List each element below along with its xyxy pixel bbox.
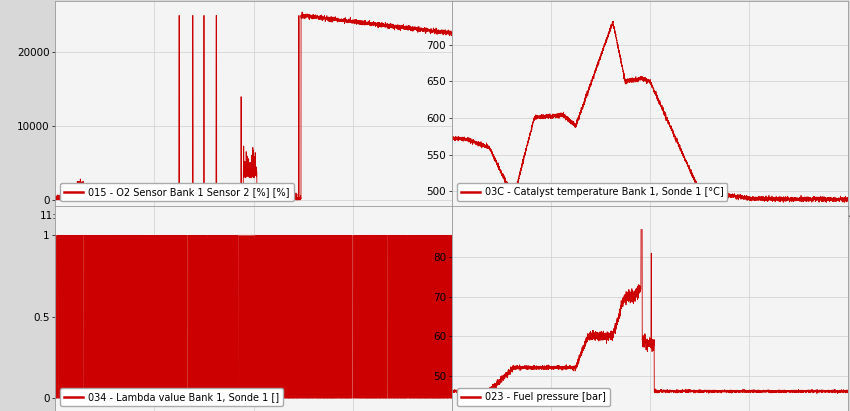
Legend: 03C - Catalyst temperature Bank 1, Sonde 1 [°C]: 03C - Catalyst temperature Bank 1, Sonde… — [456, 183, 728, 201]
Legend: 015 - O2 Sensor Bank 1 Sensor 2 [%] [%]: 015 - O2 Sensor Bank 1 Sensor 2 [%] [%] — [60, 183, 294, 201]
Legend: 034 - Lambda value Bank 1, Sonde 1 []: 034 - Lambda value Bank 1, Sonde 1 [] — [60, 388, 283, 406]
Legend: 023 - Fuel pressure [bar]: 023 - Fuel pressure [bar] — [456, 388, 609, 406]
